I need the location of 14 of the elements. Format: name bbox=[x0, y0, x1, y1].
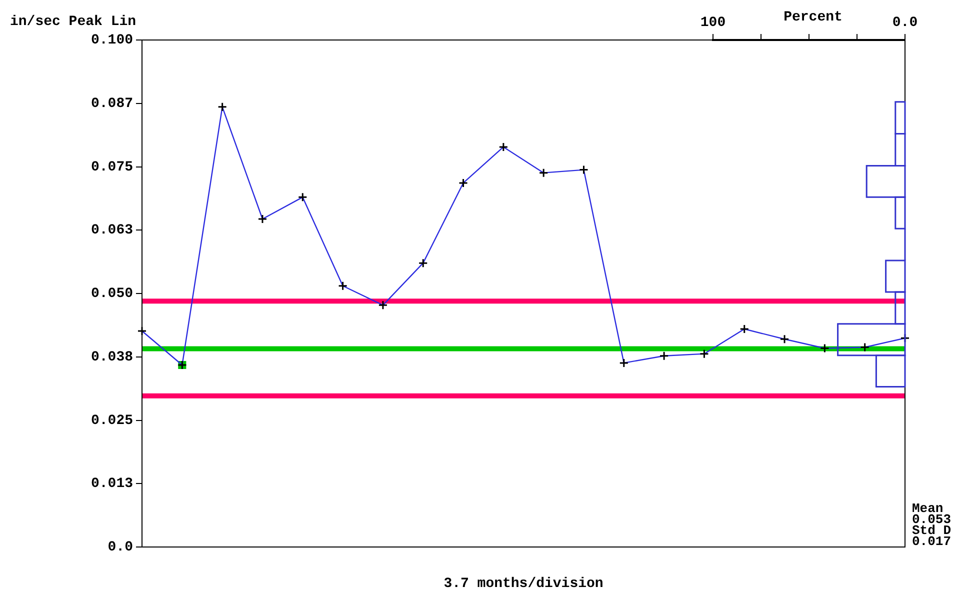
x-tick-label: 100 bbox=[700, 15, 726, 32]
y-tick-label: 0.100 bbox=[90, 32, 133, 49]
y-tick-label: 0.025 bbox=[90, 412, 133, 429]
y-tick-label: 0.063 bbox=[90, 222, 133, 239]
y-tick-label: 0.087 bbox=[90, 96, 133, 112]
y-tick-label: 0.0 bbox=[108, 540, 133, 556]
y-tick-label: 0.075 bbox=[90, 159, 133, 176]
y-tick-label: 0.013 bbox=[90, 476, 133, 492]
text: 0.017 bbox=[912, 534, 952, 549]
y-tick-label: 0.038 bbox=[90, 349, 133, 366]
x-axis-title: Percent bbox=[784, 10, 842, 26]
y-axis-title: in/sec Peak Lin bbox=[10, 14, 136, 30]
y-tick-label: 0.050 bbox=[90, 286, 133, 302]
x-axis-title: 3.7 months/division bbox=[444, 576, 604, 592]
